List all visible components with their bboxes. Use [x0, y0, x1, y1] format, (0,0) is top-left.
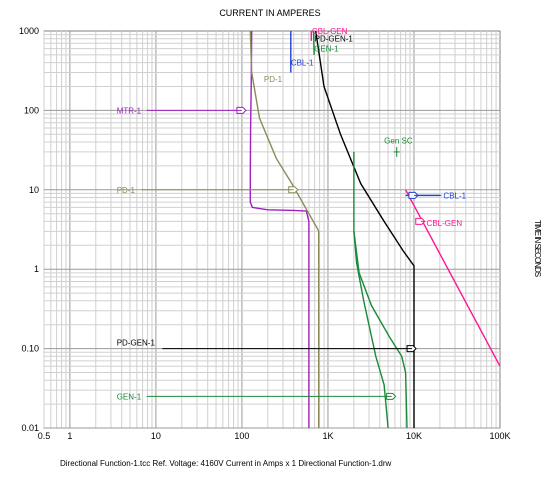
curve-mtr-1 [249, 30, 310, 428]
curve-label: PD-1 [117, 186, 136, 195]
y-tick-label: 100 [24, 105, 39, 115]
x-tick-label: 10 [151, 431, 161, 441]
plot-frame [43, 30, 501, 429]
curve-label: MTR-1 [117, 106, 142, 115]
x-tick-labels: 0.5 1 10 100 1K 10K 100K [38, 431, 511, 441]
curve-label: CBL-1 [443, 191, 466, 200]
y-tick-label: 0.10 [21, 344, 39, 354]
x-tick-label: 1 [67, 431, 72, 441]
curve-label: Gen SC [384, 136, 413, 145]
y-tick-labels: 1000 100 10 1 0.10 0.01 [19, 26, 39, 433]
y-tick-label: 10 [29, 185, 39, 195]
curve-marker [408, 191, 419, 199]
curve-gen-1 [353, 231, 408, 429]
curve-pd-1 [249, 30, 320, 428]
curve-labels: MTR-1PD-1PD-1CBL-1CBL-1CBL-GENCBL-GENPD-… [117, 27, 467, 401]
curve-label: PD-GEN-1 [117, 338, 156, 347]
chart-title: CURRENT IN AMPERES [219, 8, 320, 18]
footer-text: Directional Function-1.tcc Ref. Voltage:… [60, 459, 391, 468]
x-tick-label: 1K [322, 431, 333, 441]
curve-gen-1 [312, 30, 315, 55]
curve-label: GEN-1 [117, 392, 142, 401]
curve-label: PD-1 [264, 75, 283, 84]
y-tick-label: 1 [34, 264, 39, 274]
curve-label: GEN-1 [314, 45, 339, 54]
markers [236, 106, 426, 400]
y-tick-label: 1000 [19, 26, 39, 36]
curve-label: CBL-1 [291, 59, 314, 68]
grid [43, 30, 501, 429]
x-tick-label: 100K [489, 431, 510, 441]
curve-pd-gen-1 [315, 30, 415, 428]
y-axis-label: TIME IN SECONDS [533, 220, 542, 277]
y-tick-label: 0.01 [21, 423, 39, 433]
curve-label: PD-GEN-1 [315, 35, 354, 44]
x-tick-label: 0.5 [38, 431, 51, 441]
curve-label: CBL-GEN [312, 27, 348, 36]
x-tick-label: 100 [234, 431, 249, 441]
x-tick-label: 10K [406, 431, 422, 441]
curve-label: CBL-GEN [427, 219, 463, 228]
curve-marker [415, 217, 426, 225]
